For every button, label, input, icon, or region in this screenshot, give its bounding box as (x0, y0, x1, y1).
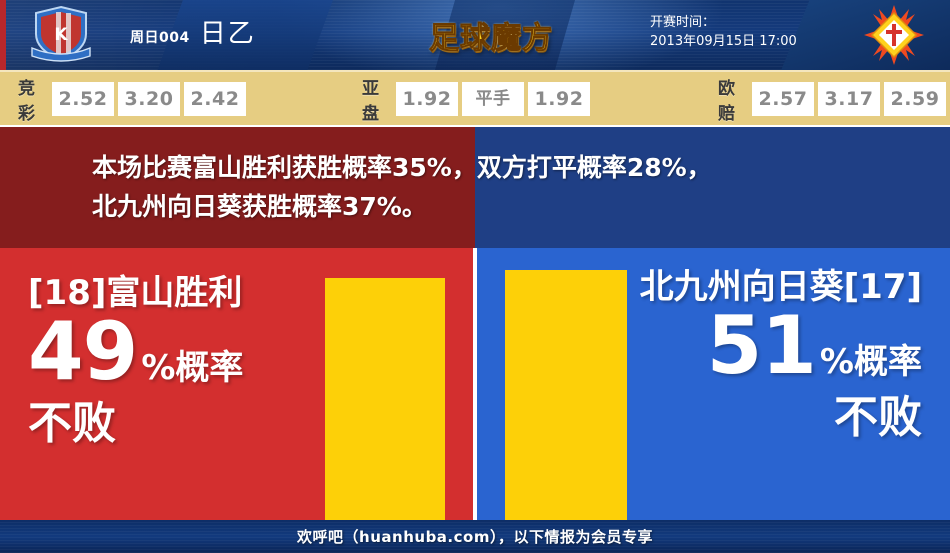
kickoff-label: 开赛时间： (650, 15, 716, 30)
away-probability-suffix: %概率 (819, 341, 922, 382)
kickoff-time-block: 开赛时间： 2013年09月15日 17:00 (650, 14, 797, 52)
odds-cell-home[interactable]: 1.92 (396, 81, 458, 116)
home-probability-row: 49 %概率 (28, 304, 473, 398)
probability-comparison-chart: [18]富山胜利 49 %概率 不败 北九州向日葵[17] 51 %概率 不败 (0, 248, 950, 520)
header-red-edge (0, 0, 6, 70)
odds-group-label: 亚盘 (362, 78, 380, 124)
page-footer: 欢呼吧（huanhuba.com），以下情报为会员专享 (0, 520, 950, 553)
home-team-crest-icon: K (22, 4, 100, 66)
match-league: 日乙 (199, 19, 256, 49)
odds-cell-away[interactable]: 2.42 (184, 81, 246, 116)
match-title-block: 周日004 日乙 (130, 13, 256, 57)
home-probability-value: 49 (28, 304, 138, 398)
footer-text: 欢呼吧（huanhuba.com），以下情报为会员专享 (297, 528, 653, 546)
odds-group-label: 欧赔 (718, 78, 736, 124)
odds-group-jingcai: 竞彩 2.52 3.20 2.42 (18, 74, 250, 124)
odds-bar: 竞彩 2.52 3.20 2.42 亚盘 1.92 平手 1.92 欧赔 2.5… (0, 70, 950, 125)
away-team-name: 北九州向日葵[17] (639, 267, 922, 307)
statement-text: 本场比赛富山胜利获胜概率35%，双方打平概率28%， 北九州向日葵获胜概率37%… (0, 127, 950, 248)
statement-line-1: 本场比赛富山胜利获胜概率35%，双方打平概率28%， (92, 152, 712, 182)
odds-group-oupei: 欧赔 2.57 3.17 2.59 (718, 74, 950, 124)
away-probability-row: 51 %概率 (477, 298, 922, 392)
brand-logo-text: 足球魔方 (429, 21, 553, 57)
statement-line-2: 北九州向日葵获胜概率37%。 (92, 191, 427, 221)
match-number: 周日004 (130, 30, 190, 46)
odds-cell-home[interactable]: 2.52 (52, 81, 114, 116)
odds-cell-handicap[interactable]: 平手 (462, 81, 524, 116)
away-probability-bar (505, 270, 627, 520)
odds-cell-home[interactable]: 2.57 (752, 81, 814, 116)
home-stats-block: [18]富山胜利 49 %概率 不败 (0, 248, 473, 520)
home-probability-bar (325, 278, 445, 520)
statement-right-half (475, 127, 950, 248)
statement-left-half (0, 127, 475, 248)
home-outcome-label: 不败 (28, 397, 116, 449)
away-team-badge-icon (855, 4, 933, 66)
odds-cell-away[interactable]: 1.92 (528, 81, 590, 116)
odds-cell-away[interactable]: 2.59 (884, 81, 946, 116)
odds-cell-draw[interactable]: 3.20 (118, 81, 180, 116)
brand-logo: 足球魔方 (398, 8, 584, 62)
kickoff-value: 2013年09月15日 17:00 (650, 33, 797, 49)
home-team-name: [18]富山胜利 (28, 273, 243, 313)
statement-banner: 本场比赛富山胜利获胜概率35%，双方打平概率28%， 北九州向日葵获胜概率37%… (0, 127, 950, 248)
away-stats-block: 北九州向日葵[17] 51 %概率 不败 (477, 248, 950, 520)
home-probability-suffix: %概率 (141, 347, 244, 388)
away-probability-value: 51 (706, 298, 817, 392)
odds-group-yapan: 亚盘 1.92 平手 1.92 (362, 74, 594, 124)
away-outcome-label: 不败 (834, 391, 922, 443)
panel-divider (473, 248, 477, 520)
page-header: K 周日004 日乙 足球魔方 开赛时间： 2013年09月15日 17:00 (0, 0, 950, 70)
odds-cell-draw[interactable]: 3.17 (818, 81, 880, 116)
svg-text:K: K (54, 25, 68, 45)
odds-group-label: 竞彩 (18, 78, 36, 124)
